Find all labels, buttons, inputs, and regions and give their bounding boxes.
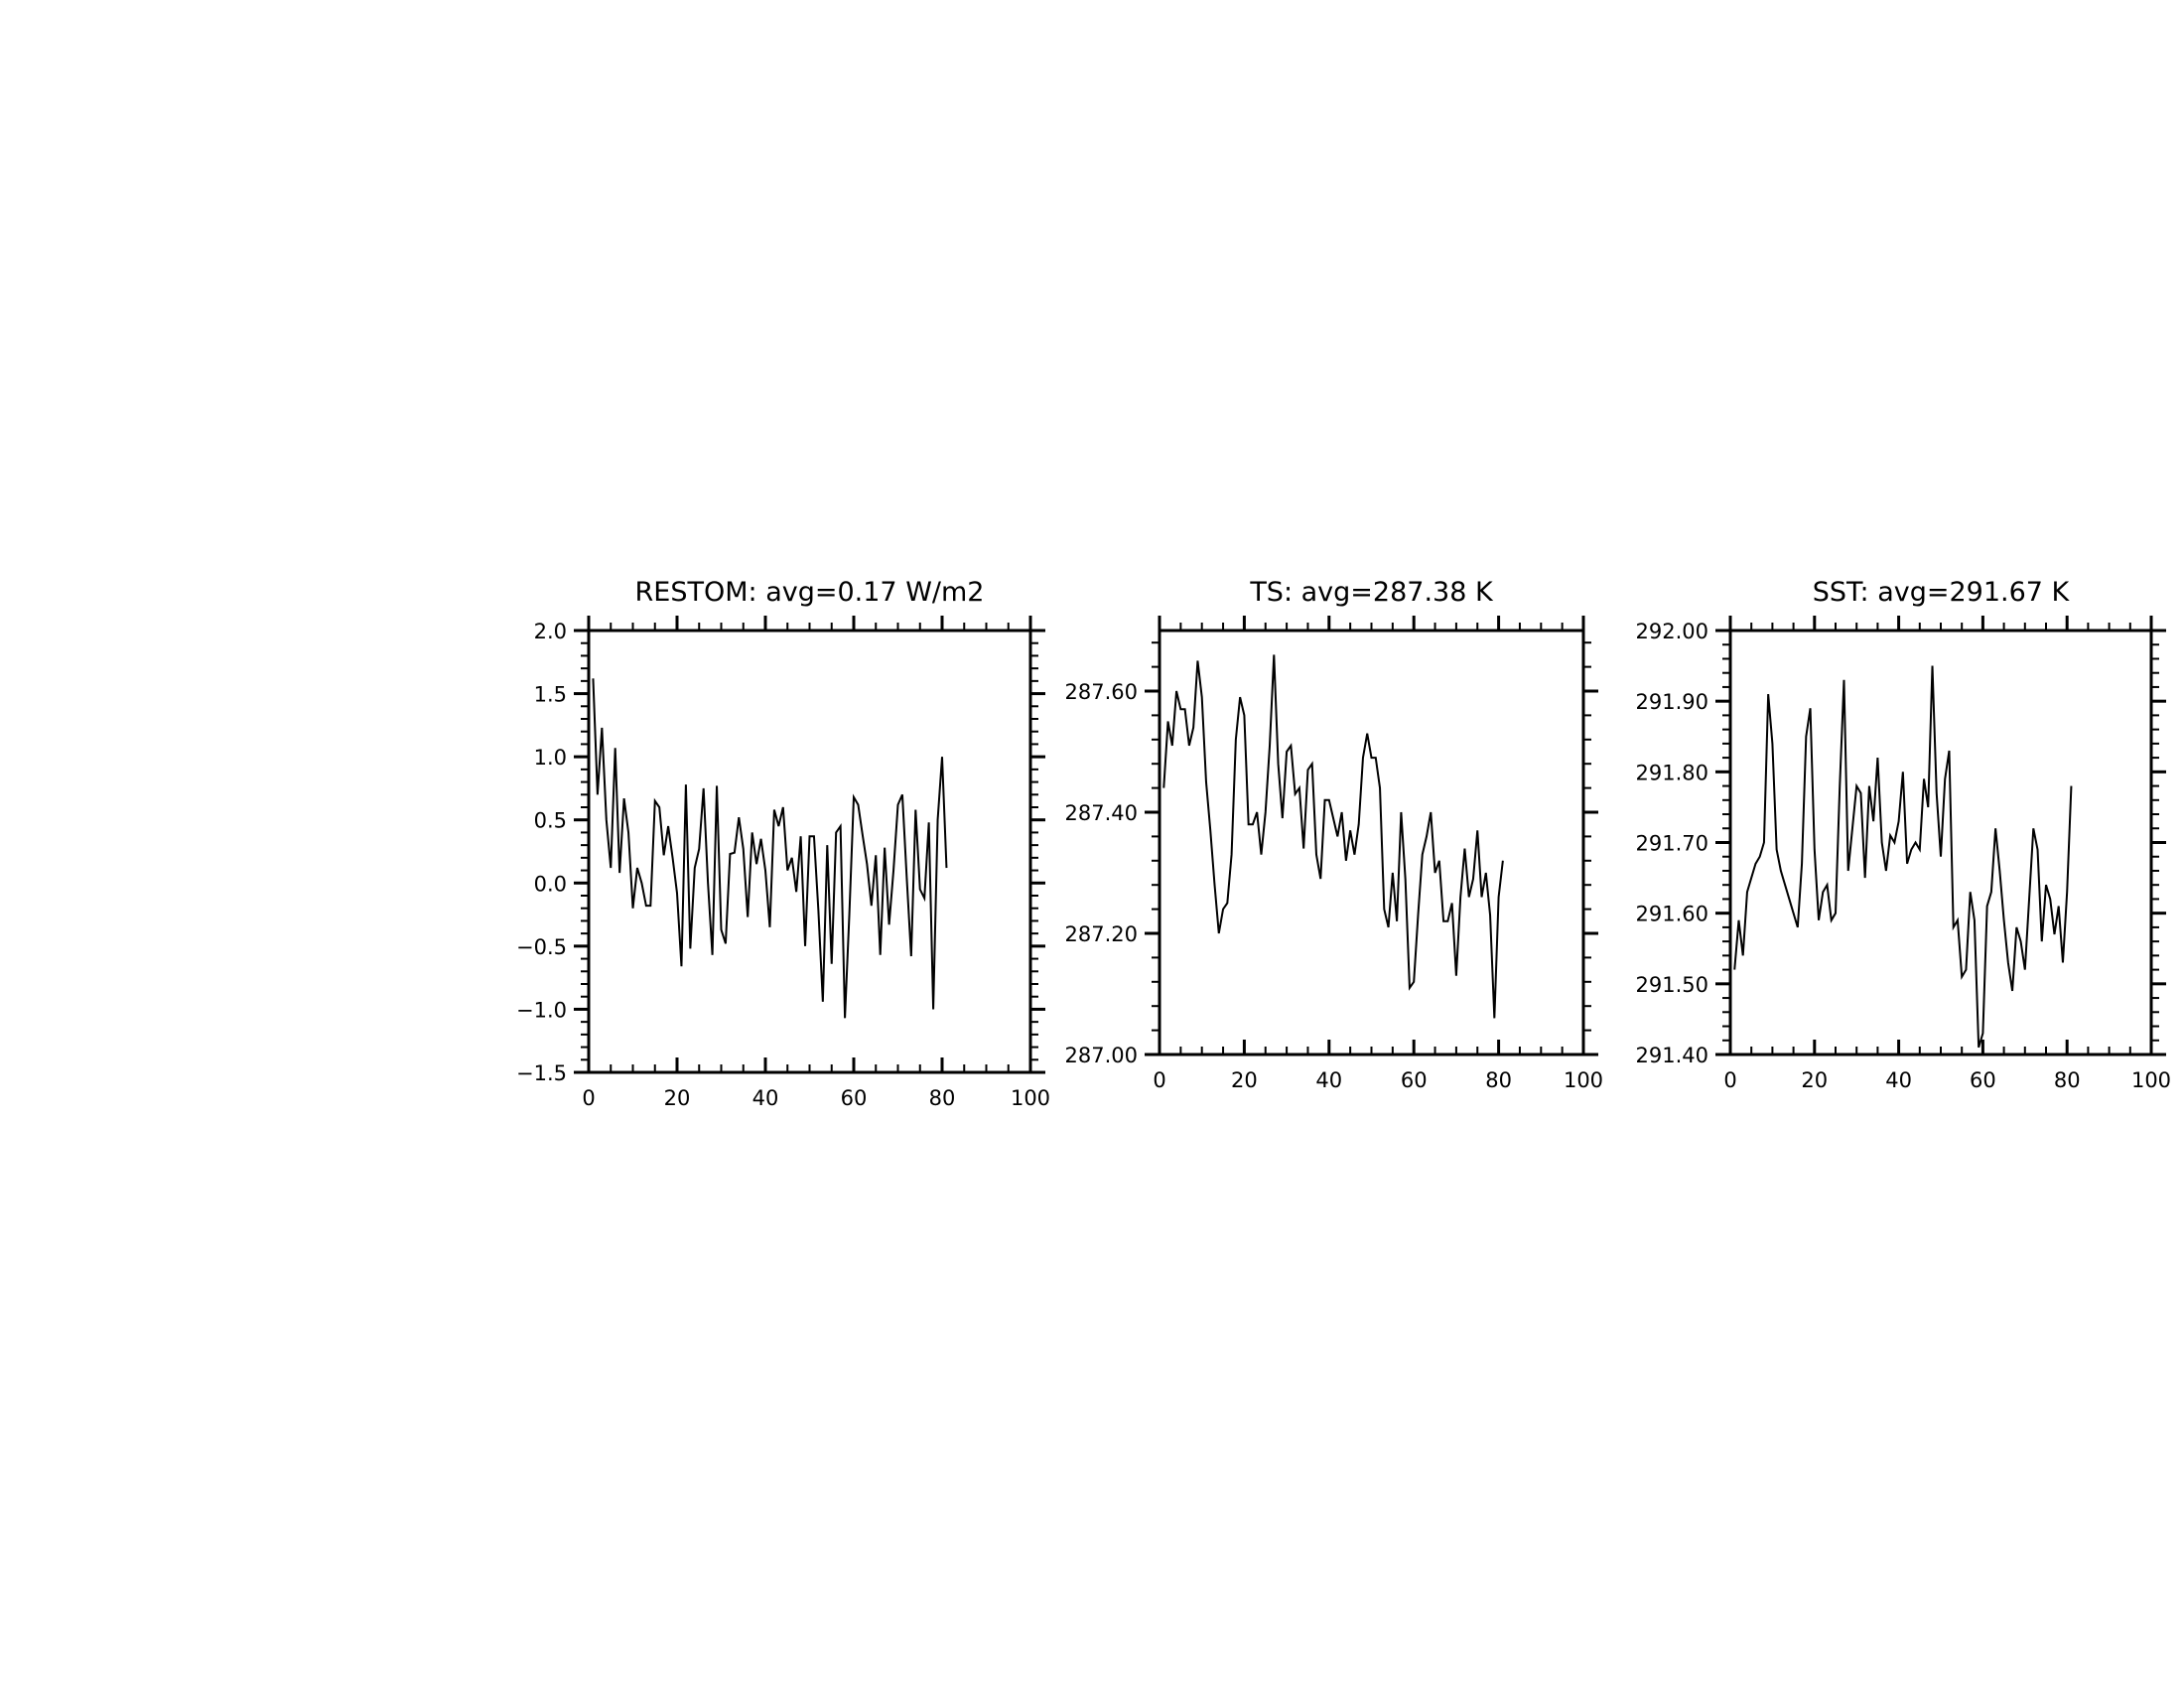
y-tick-label: 292.00 — [1636, 620, 1708, 643]
y-tick-label: 0.0 — [534, 872, 567, 896]
x-tick-label: 60 — [1401, 1068, 1428, 1092]
x-tick-label: 40 — [1885, 1068, 1912, 1092]
x-tick-label: 20 — [1231, 1068, 1258, 1092]
x-tick-label: 0 — [582, 1086, 595, 1110]
x-tick-label: 0 — [1153, 1068, 1165, 1092]
x-tick-label: 80 — [929, 1086, 956, 1110]
series-line — [592, 678, 948, 1019]
series-line — [1733, 665, 2073, 1049]
plot-panel-sst: SST: avg=291.67 K 0 20 40 60 80 100 291.40 291.… — [1636, 577, 2172, 1092]
y-tick-label: 291.50 — [1636, 973, 1708, 997]
y-tick-label: 291.80 — [1636, 761, 1708, 784]
y-tick-label: 287.40 — [1065, 801, 1138, 825]
x-tick-label: 80 — [2054, 1068, 2081, 1092]
y-tick-label: 2.0 — [534, 620, 567, 643]
x-tick-label: 100 — [1011, 1086, 1050, 1110]
x-tick-label: 100 — [1564, 1068, 1603, 1092]
y-tick-label: −1.0 — [516, 998, 567, 1022]
plot-panel-ts: TS: avg=287.38 K 0 20 40 60 80 100 287.00 287.2… — [1065, 577, 1604, 1092]
x-tick-label: 0 — [1723, 1068, 1736, 1092]
x-tick-label: 20 — [664, 1086, 691, 1110]
y-tick-label: 287.60 — [1065, 680, 1138, 704]
plot-panel-restom: RESTOM: avg=0.17 W/m2 0 20 40 60 80 100 −1.5 −1… — [516, 577, 1050, 1110]
y-tick-label: 291.40 — [1636, 1044, 1708, 1067]
y-tick-label: 1.5 — [534, 683, 567, 707]
x-tick-label: 40 — [1315, 1068, 1342, 1092]
x-tick-label: 60 — [1970, 1068, 1996, 1092]
x-tick-label: 80 — [1485, 1068, 1512, 1092]
y-tick-label: 287.00 — [1065, 1044, 1138, 1067]
y-tick-label: 291.70 — [1636, 832, 1708, 856]
plot-title: RESTOM: avg=0.17 W/m2 — [635, 577, 985, 608]
x-tick-label: 60 — [841, 1086, 868, 1110]
y-tick-label: 291.90 — [1636, 690, 1708, 714]
series-line — [1162, 654, 1504, 1019]
y-tick-label: 0.5 — [534, 809, 567, 833]
y-tick-label: −1.5 — [516, 1061, 567, 1085]
y-tick-label: 291.60 — [1636, 903, 1708, 926]
x-tick-label: 100 — [2131, 1068, 2171, 1092]
plot-title: TS: avg=287.38 K — [1249, 577, 1494, 608]
x-tick-label: 40 — [752, 1086, 779, 1110]
x-tick-label: 20 — [1801, 1068, 1828, 1092]
y-tick-label: −0.5 — [516, 935, 567, 959]
y-tick-label: 1.0 — [534, 746, 567, 770]
plot-title: SST: avg=291.67 K — [1813, 577, 2071, 608]
y-tick-label: 287.20 — [1065, 922, 1138, 946]
